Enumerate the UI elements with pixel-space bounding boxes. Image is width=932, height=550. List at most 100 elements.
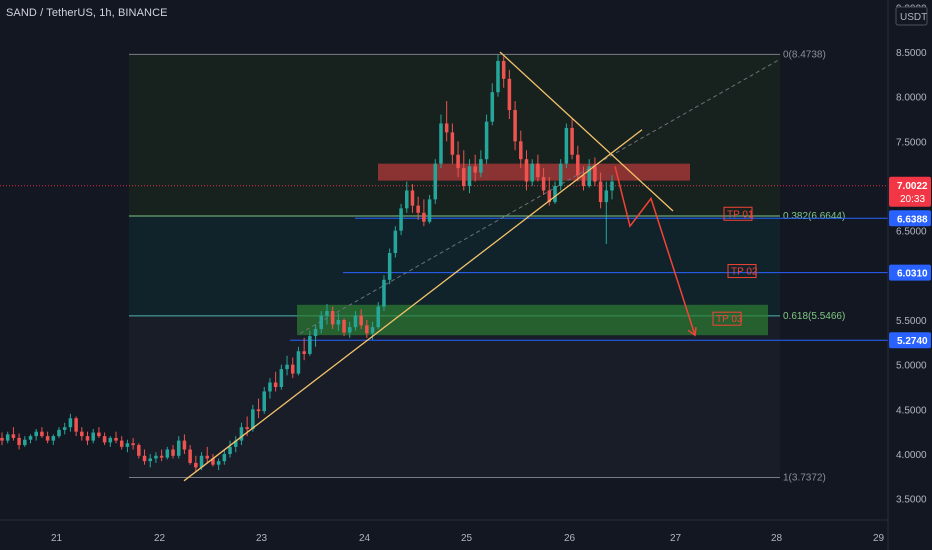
price-tick-label: 8.0000 (896, 93, 927, 104)
candle-body (11, 434, 16, 438)
candle-body (102, 436, 107, 443)
fib-zone-middle (129, 215, 780, 316)
candle-body (439, 123, 443, 164)
time-tick-label: 21 (51, 533, 63, 544)
price-tick-label: 4.0000 (896, 450, 927, 461)
candle-body (279, 369, 284, 387)
descending-trendline[interactable] (499, 51, 674, 212)
candle-body (205, 455, 210, 459)
candle-body (330, 311, 335, 325)
candle-body (108, 437, 113, 443)
candle-body (62, 427, 67, 430)
candle-body (245, 427, 249, 429)
candle-body (479, 159, 483, 173)
tp-price-tag: 6.0310 (889, 264, 931, 281)
symbol-label[interactable]: SAND / TetherUS (6, 7, 93, 19)
candle-body (131, 443, 135, 446)
candle-body (473, 166, 477, 173)
tp-price-tag-bg (889, 332, 931, 349)
candle-body (433, 163, 438, 200)
candle-body (365, 325, 369, 334)
candle-body (51, 436, 56, 441)
candle-body (239, 427, 244, 441)
time-tick-label: 29 (873, 533, 885, 544)
candle-body (593, 166, 597, 182)
candle-body (34, 431, 38, 437)
candle-body (382, 279, 386, 307)
candle-body (0, 437, 4, 441)
candle-body (285, 364, 289, 370)
dashed-diagonal-line (299, 58, 781, 334)
candle-body (336, 320, 341, 325)
candle-body (604, 190, 609, 203)
currency-badge[interactable] (895, 6, 928, 26)
candle-body (159, 455, 164, 458)
candle-body (564, 127, 569, 164)
time-tick-label: 28 (771, 533, 783, 544)
candle-body (80, 431, 84, 437)
candle-body (251, 409, 255, 429)
candle-body (85, 436, 90, 441)
tp-label-box (723, 206, 753, 221)
projection-arrowhead (687, 327, 697, 337)
tp-label: TP 02 (731, 267, 758, 278)
candle-body (119, 440, 124, 447)
candle-body (268, 382, 272, 392)
price-tick-label: 8.5000 (896, 48, 927, 59)
candle-body (182, 440, 187, 450)
candle-body (507, 78, 512, 111)
candle-body (581, 175, 586, 186)
candle-body (154, 455, 158, 459)
candle-body (194, 462, 198, 468)
candle-body (148, 458, 152, 462)
fib-label: 1(3.7372) (783, 472, 826, 483)
time-tick-label: 27 (670, 533, 682, 544)
tp-price-tag-bg (889, 264, 931, 281)
candle-body (57, 429, 61, 437)
interval-label[interactable]: 1h (99, 7, 112, 19)
candle-body (387, 253, 392, 280)
candle-body (484, 121, 489, 160)
candle-body (262, 391, 267, 412)
candle-body (313, 328, 318, 337)
candle-body (587, 166, 591, 186)
candle-body (256, 409, 261, 412)
tp-price-tag-text: 5.2740 (897, 336, 928, 347)
candle-body (23, 439, 27, 446)
candle-body (233, 440, 238, 447)
candle-body (216, 461, 221, 465)
tp-label: TP 01 (727, 209, 754, 220)
candle-body (422, 212, 426, 222)
tp-label-box (712, 311, 742, 326)
current-price-tag-bg (889, 176, 931, 207)
candle-body (547, 190, 552, 203)
current-price-tag: 7.0022 20:33 (889, 176, 931, 207)
tp-price-tag: 6.6388 (889, 210, 931, 227)
projection-path[interactable] (614, 166, 696, 336)
candle-body (462, 168, 466, 186)
candle-body (171, 449, 175, 456)
candle-body (393, 230, 398, 253)
fib-zone-top (129, 54, 780, 216)
currency-label: USDT (900, 12, 927, 23)
candle-body (273, 382, 278, 387)
candle-body (74, 418, 78, 432)
candle-body (536, 163, 540, 178)
chart-title: SAND / TetherUS, 1h, BINANCE (6, 7, 168, 19)
price-tick-label: 5.0000 (896, 361, 927, 372)
candle-body (68, 418, 73, 428)
candle-body (576, 154, 580, 176)
candle-body (176, 440, 181, 456)
candle-body (296, 351, 301, 374)
ascending-trendline[interactable] (183, 129, 643, 482)
candle-body (524, 159, 529, 182)
candle-body (199, 455, 204, 468)
candle-body (28, 436, 33, 440)
time-tick-label: 24 (359, 533, 371, 544)
tp-label-box (727, 264, 757, 279)
candle-body (513, 110, 517, 142)
time-tick-label: 26 (564, 533, 576, 544)
tp-price-tag-bg (889, 210, 931, 227)
candle-body (541, 177, 546, 191)
